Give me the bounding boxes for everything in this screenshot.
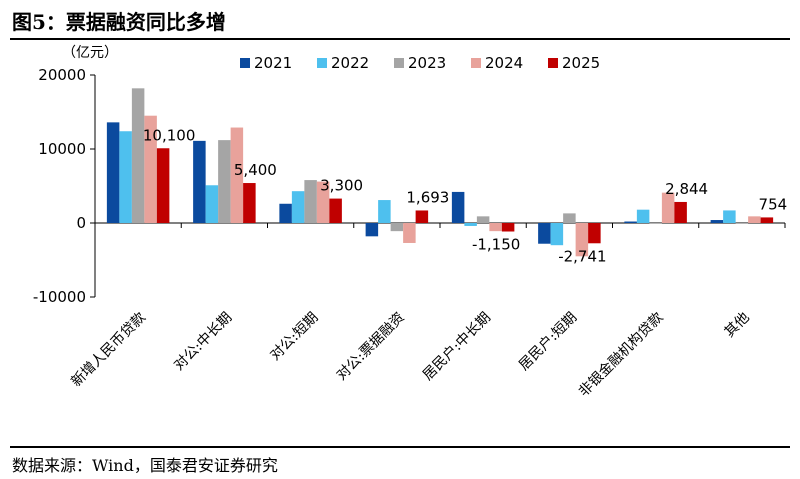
category-label: 对公:中长期 bbox=[171, 310, 235, 374]
y-tick-label: 10000 bbox=[38, 140, 86, 158]
bar-2023 bbox=[735, 223, 749, 224]
bar-2025 bbox=[674, 201, 687, 223]
legend-label-2022: 2022 bbox=[331, 54, 369, 72]
bar-2025 bbox=[243, 183, 256, 223]
data-label: -2,741 bbox=[558, 247, 606, 265]
legend-swatch-2024 bbox=[471, 58, 481, 68]
category-label: 对公:票据融资 bbox=[334, 310, 408, 384]
legend-label-2021: 2021 bbox=[254, 54, 292, 72]
bar-2023 bbox=[563, 213, 576, 223]
data-label: 754 bbox=[759, 195, 788, 213]
legend-swatch-2021 bbox=[240, 58, 250, 68]
legend-label-2023: 2023 bbox=[408, 54, 446, 72]
bar-2023 bbox=[476, 216, 490, 223]
bar-2024 bbox=[230, 127, 244, 223]
bar-2023 bbox=[390, 223, 404, 232]
bar-2024 bbox=[489, 223, 502, 232]
bar-2025 bbox=[760, 217, 774, 223]
bar-2023 bbox=[131, 88, 145, 223]
category-label: 居民户:短期 bbox=[515, 309, 580, 374]
source-rule bbox=[10, 446, 790, 448]
bar-2022 bbox=[550, 223, 564, 246]
bar-2025 bbox=[501, 223, 515, 232]
legend-swatch-2022 bbox=[317, 58, 327, 68]
y-axis-unit: （亿元） bbox=[62, 45, 118, 61]
y-tick-label: 0 bbox=[76, 214, 86, 232]
bar-2021 bbox=[538, 223, 551, 244]
data-label: 10,100 bbox=[143, 126, 196, 144]
legend-swatch-2023 bbox=[394, 58, 404, 68]
bar-2022 bbox=[378, 200, 391, 223]
bar-2021 bbox=[451, 191, 465, 223]
bar-2022 bbox=[636, 209, 650, 223]
bar-2022 bbox=[723, 210, 736, 223]
bar-2022 bbox=[291, 191, 305, 223]
bar-2024 bbox=[316, 181, 330, 223]
data-label: 2,844 bbox=[665, 180, 708, 198]
bar-2023 bbox=[218, 140, 231, 223]
category-label: 新增人民币贷款 bbox=[68, 310, 149, 391]
data-label: 5,400 bbox=[234, 161, 277, 179]
legend-label-2025: 2025 bbox=[562, 54, 600, 72]
legend-swatch-2025 bbox=[548, 58, 558, 68]
category-label: 非银金融机构贷款 bbox=[576, 310, 667, 401]
bar-2024 bbox=[575, 223, 589, 257]
chart-annotations: 10,100 5,400 3,300 1,693 -1,150 -2,741 2,844 75… bbox=[143, 126, 787, 265]
bar-2023 bbox=[649, 223, 662, 224]
source-note: 数据来源：Wind，国泰君安证券研究 bbox=[12, 456, 278, 475]
chart-bars bbox=[106, 88, 774, 257]
bar-2021 bbox=[365, 223, 379, 237]
bar-2024 bbox=[661, 192, 675, 223]
bar-2022 bbox=[464, 223, 477, 226]
bar-2025 bbox=[588, 223, 601, 244]
data-label: 3,300 bbox=[320, 177, 363, 195]
y-tick-label: 20000 bbox=[38, 66, 86, 84]
bar-2021 bbox=[710, 220, 724, 223]
bar-2022 bbox=[119, 131, 132, 223]
data-label: -1,150 bbox=[472, 236, 520, 254]
title-rule bbox=[10, 38, 790, 40]
bar-2021 bbox=[106, 122, 120, 223]
bar-2024 bbox=[403, 223, 416, 243]
bar-2024 bbox=[144, 115, 157, 223]
category-label: 其他 bbox=[722, 310, 753, 341]
data-label: 1,693 bbox=[406, 188, 449, 206]
chart-legend: 2021 2022 2023 2024 2025 bbox=[240, 54, 600, 72]
bar-2025 bbox=[329, 198, 342, 223]
legend-label-2024: 2024 bbox=[485, 54, 523, 72]
bar-2022 bbox=[205, 185, 219, 223]
bar-2025 bbox=[156, 148, 170, 223]
bar-2024 bbox=[748, 216, 761, 223]
bar-2021 bbox=[279, 203, 292, 223]
bar-2025 bbox=[415, 210, 429, 223]
category-label: 对公:短期 bbox=[267, 310, 321, 364]
y-tick-label: -10000 bbox=[33, 288, 86, 306]
bar-2023 bbox=[304, 180, 317, 223]
bar-2021 bbox=[624, 221, 637, 223]
figure-title: 图5：票据融资同比多增 bbox=[12, 10, 226, 34]
bar-2021 bbox=[193, 140, 206, 223]
category-label: 居民户:中长期 bbox=[419, 309, 494, 384]
